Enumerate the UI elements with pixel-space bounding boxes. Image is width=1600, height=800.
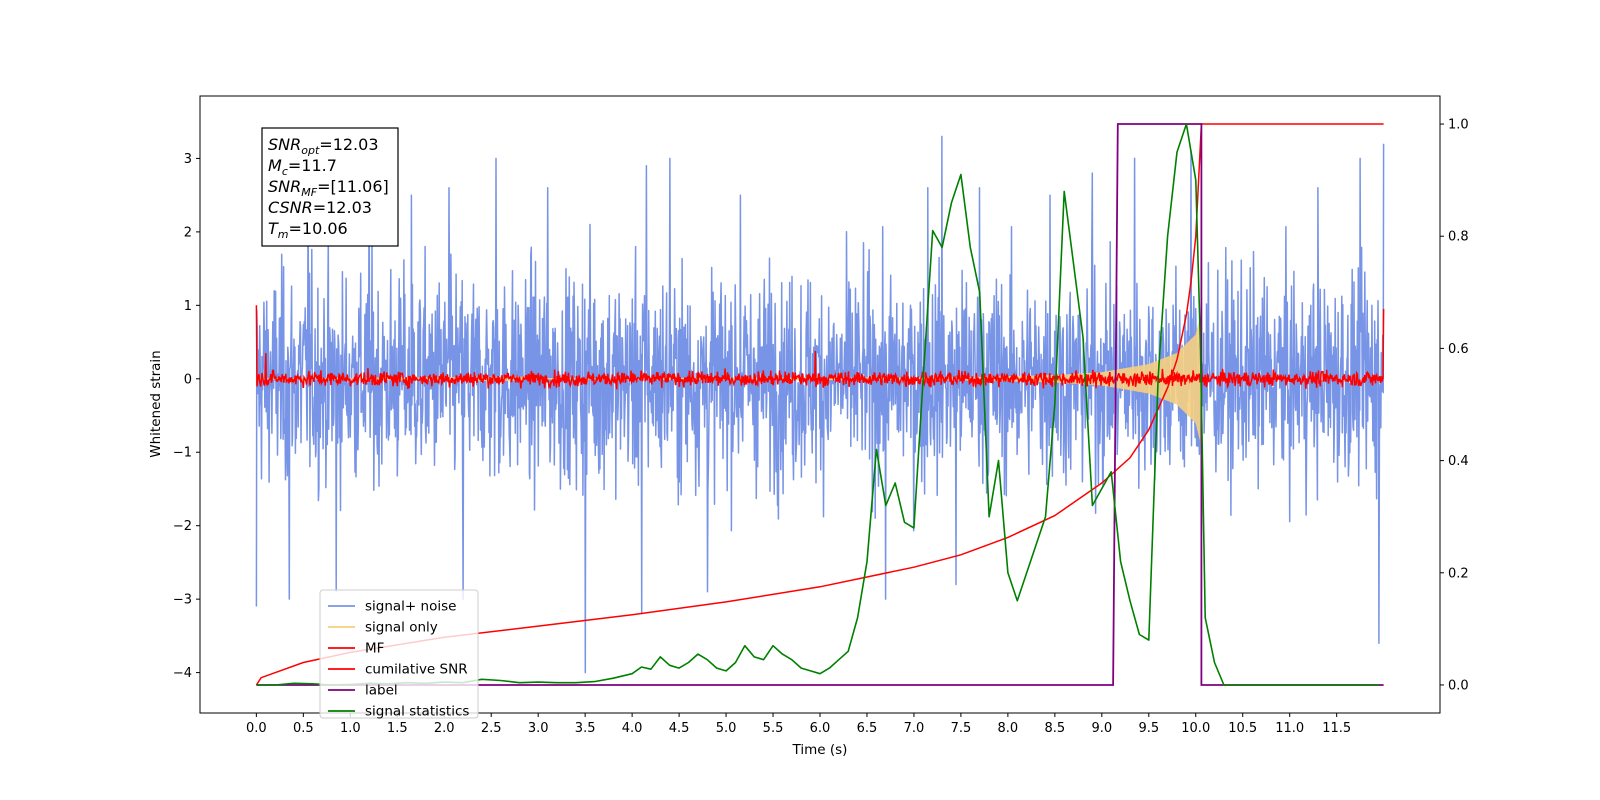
x-tick-label: 1.0 <box>340 721 361 736</box>
x-tick-label: 8.0 <box>998 721 1019 736</box>
info-line: SNRopt=12.03 <box>268 135 379 157</box>
x-tick-label: 0.0 <box>246 721 267 736</box>
y-axis-right: 0.0 0.2 0.4 0.6 0.8 1.0 <box>1440 118 1469 693</box>
legend-frame <box>319 589 479 719</box>
info-line: Mc=11.7 <box>268 156 337 178</box>
y2-tick-label: 0.6 <box>1448 342 1469 357</box>
x-tick-label: 1.5 <box>387 721 408 736</box>
legend-label: MF <box>365 641 384 657</box>
series-signal-statistics <box>256 123 1379 686</box>
legend-label: signal only <box>365 620 438 636</box>
legend-label: signal+ noise <box>365 599 456 615</box>
series-mf <box>255 305 1385 390</box>
y-axis-left: −4 −3 −2 −1 0 1 2 3 <box>173 152 200 681</box>
info-line: Tm=10.06 <box>268 219 348 241</box>
info-box-frame <box>261 127 399 247</box>
x-tick-label: 9.5 <box>1138 721 1159 736</box>
y2-tick-label: 0.2 <box>1448 566 1469 581</box>
legend: signal+ noise signal only MF cumilative SNR… <box>319 589 479 720</box>
x-tick-label: 3.5 <box>575 721 596 736</box>
legend-label: signal statistics <box>365 704 469 720</box>
x-tick-label: 10.0 <box>1181 721 1210 736</box>
legend-item: MF <box>328 641 384 657</box>
legend-item: signal only <box>328 620 438 636</box>
x-tick-label: 10.5 <box>1228 721 1257 736</box>
y-axis-title: Whitened strain <box>148 350 164 457</box>
y-tick-label: 3 <box>184 152 192 167</box>
y-tick-label: 1 <box>184 299 192 314</box>
y-tick-label: −2 <box>173 519 192 534</box>
series-signal-plus-noise <box>255 135 1385 674</box>
x-axis-title: Time (s) <box>792 742 848 758</box>
legend-item: cumilative SNR <box>328 662 468 678</box>
legend-item: signal statistics <box>328 704 469 720</box>
y-tick-label: −1 <box>173 446 192 461</box>
x-tick-label: 7.0 <box>904 721 925 736</box>
x-tick-label: 2.0 <box>434 721 455 736</box>
y2-tick-label: 0.8 <box>1448 230 1469 245</box>
x-tick-label: 0.5 <box>293 721 314 736</box>
legend-item: label <box>328 683 398 699</box>
x-tick-label: 4.5 <box>669 721 690 736</box>
x-tick-label: 6.5 <box>857 721 878 736</box>
info-line: SNRMF=[11.06] <box>268 177 389 199</box>
x-tick-label: 11.5 <box>1322 721 1351 736</box>
x-tick-label: 8.5 <box>1045 721 1066 736</box>
info-line: CSNR=12.03 <box>268 198 372 217</box>
y2-tick-label: 0.0 <box>1448 678 1469 693</box>
x-tick-label: 5.5 <box>763 721 784 736</box>
y-tick-label: −3 <box>173 593 192 608</box>
x-tick-label: 4.0 <box>622 721 643 736</box>
y-tick-label: −4 <box>173 666 192 681</box>
x-tick-label: 3.0 <box>528 721 549 736</box>
x-tick-label: 11.0 <box>1275 721 1304 736</box>
x-tick-label: 6.0 <box>810 721 831 736</box>
x-axis: 0.0 0.5 1.0 1.5 2.0 2.5 3.0 3.5 4.0 4.5 5.0 5.5 6.0 6… <box>246 713 1351 736</box>
x-tick-label: 7.5 <box>951 721 972 736</box>
x-tick-label: 5.0 <box>716 721 737 736</box>
x-tick-label: 9.0 <box>1091 721 1112 736</box>
y-tick-label: 2 <box>184 225 192 240</box>
y-tick-label: 0 <box>184 372 192 387</box>
y2-tick-label: 1.0 <box>1448 118 1469 133</box>
legend-label: cumilative SNR <box>365 662 468 678</box>
info-box: SNRopt=12.03Mc=11.7SNRMF=[11.06]CSNR=12.… <box>261 127 399 247</box>
legend-item: signal+ noise <box>328 599 456 615</box>
x-tick-label: 2.5 <box>481 721 502 736</box>
y2-tick-label: 0.4 <box>1448 454 1469 469</box>
legend-label: label <box>365 683 398 699</box>
